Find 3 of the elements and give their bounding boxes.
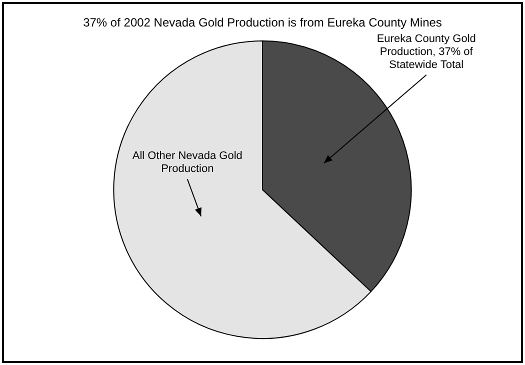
slice-label: Eureka County Gold Production, 37% of Statewide Total	[376, 32, 476, 71]
chart-title: 37% of 2002 Nevada Gold Production is from Eureka County Mines	[83, 16, 442, 30]
slice-label: All Other Nevada Gold Production	[132, 150, 242, 176]
